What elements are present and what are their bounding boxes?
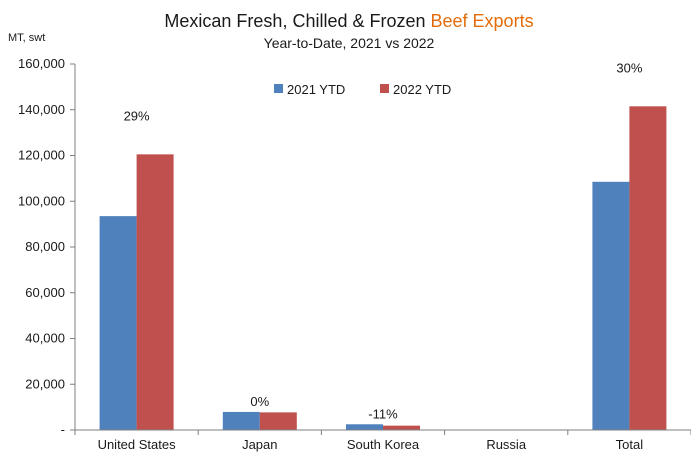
chart-title: Mexican Fresh, Chilled & Frozen Beef Exp… (164, 11, 533, 31)
percent-change-label: 30% (616, 60, 642, 75)
bars (99, 106, 667, 430)
bar-2021 (592, 181, 630, 430)
chart-title-main: Mexican Fresh, Chilled & Frozen (164, 11, 430, 31)
chart-title-highlight: Beef Exports (431, 11, 534, 31)
legend-swatch-2021 (274, 84, 283, 93)
y-tick-label: 60,000 (25, 285, 65, 300)
x-tick-label: South Korea (347, 437, 420, 452)
y-tick-label: 80,000 (25, 239, 65, 254)
bar-2022 (629, 106, 667, 430)
legend-label-2021: 2021 YTD (287, 82, 345, 97)
legend-label-2022: 2022 YTD (393, 82, 451, 97)
bar-2022 (259, 412, 297, 430)
bar-2021 (99, 216, 137, 430)
y-tick-label: - (61, 422, 65, 437)
x-tick-label: United States (98, 437, 177, 452)
x-tick-label: Total (616, 437, 644, 452)
legend: 2021 YTD 2022 YTD (274, 82, 451, 97)
y-axis-label: MT, swt (8, 32, 45, 44)
y-tick-label: 160,000 (18, 56, 65, 71)
y-tick-label: 40,000 (25, 331, 65, 346)
y-tick-label: 140,000 (18, 102, 65, 117)
bar-2022 (136, 154, 174, 430)
x-tick-label: Russia (486, 437, 527, 452)
y-axis-ticks: - 20,000 40,000 60,000 80,000 100,000 120,000 1… (18, 56, 75, 437)
percent-change-label: 0% (250, 394, 269, 409)
legend-swatch-2022 (380, 84, 389, 93)
bar-2021 (222, 411, 260, 430)
bar-2022 (383, 425, 420, 430)
y-tick-label: 120,000 (18, 148, 65, 163)
bar-2021 (346, 424, 383, 430)
y-tick-label: 20,000 (25, 376, 65, 391)
percent-labels: 29% 0% -11% 30% (124, 60, 643, 421)
y-tick-label: 100,000 (18, 193, 65, 208)
x-axis-ticks: United States Japan South Korea Russia Total (74, 430, 691, 452)
x-tick-label: Japan (242, 437, 277, 452)
percent-change-label: -11% (368, 406, 398, 421)
percent-change-label: 29% (124, 108, 150, 123)
chart-subtitle: Year-to-Date, 2021 vs 2022 (264, 35, 435, 51)
